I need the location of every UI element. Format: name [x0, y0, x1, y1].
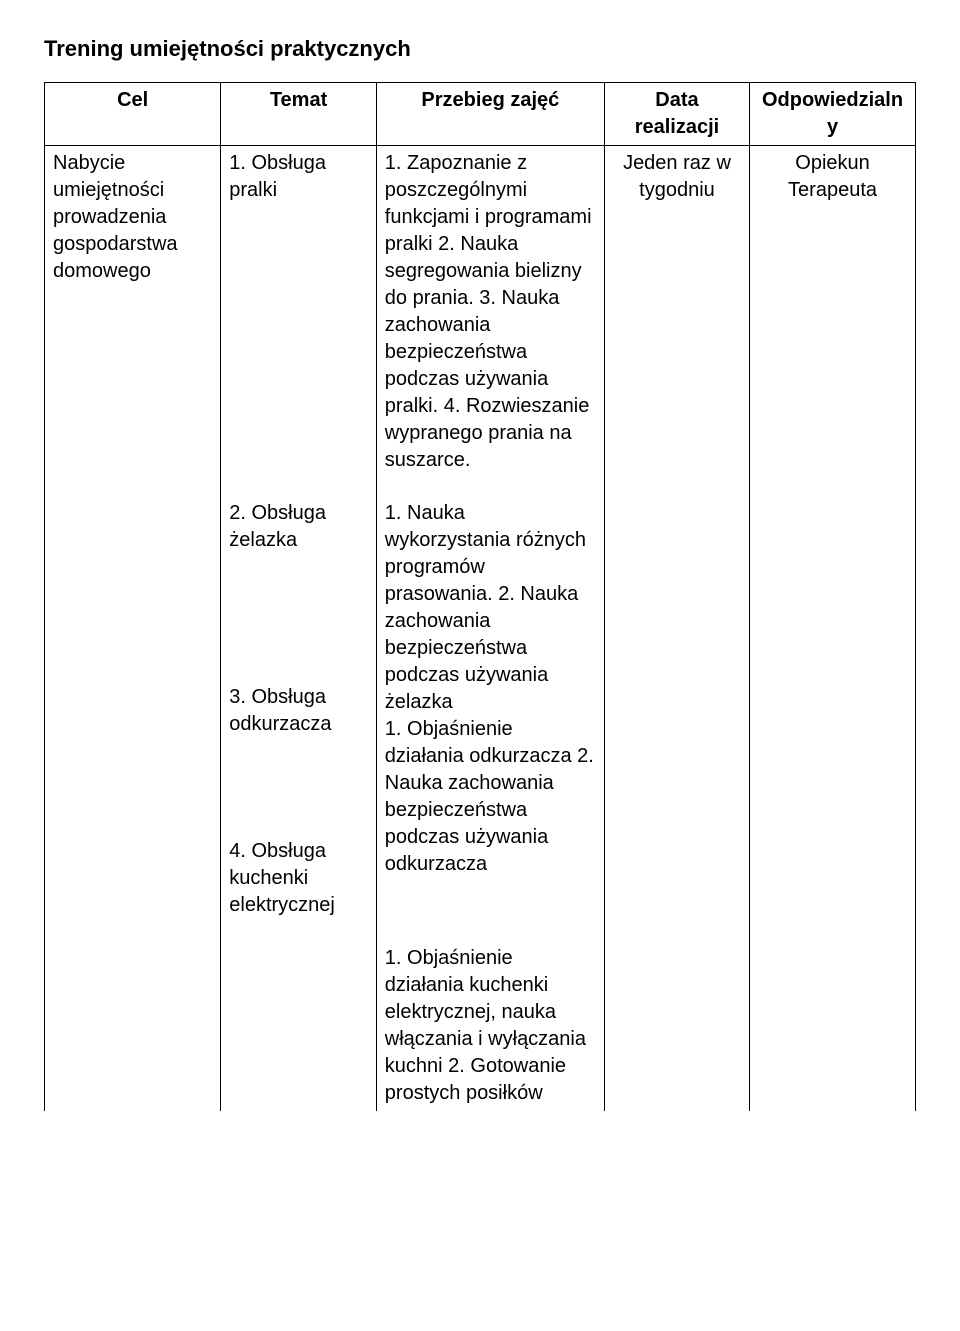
przebieg-2a: 1. Nauka wykorzystania różnych programów…	[385, 500, 596, 716]
temat-2a: 2. Obsługa żelazka	[229, 500, 368, 554]
page-title: Trening umiejętności praktycznych	[44, 36, 916, 62]
cell-odp: Opiekun Terapeuta	[750, 146, 916, 1112]
header-data: Data realizacji	[604, 83, 749, 146]
cell-temat-2: 2. Obsługa żelazka 3. Obsługa odkurzacza…	[221, 478, 377, 923]
przebieg-2b: 1. Objaśnienie działania odkurzacza 2. N…	[385, 716, 596, 878]
header-cel: Cel	[45, 83, 221, 146]
cell-przebieg-2: 1. Nauka wykorzystania różnych programów…	[376, 478, 604, 923]
header-temat: Temat	[221, 83, 377, 146]
cell-temat-1: 1. Obsługa pralki	[221, 146, 377, 479]
cell-przebieg-1: 1. Zapoznanie z poszczególnymi funkcjami…	[376, 146, 604, 479]
cell-cel: Nabycie umiejętności prowadzenia gospoda…	[45, 146, 221, 1112]
przebieg-3: 1. Objaśnienie działania kuchenki elektr…	[385, 945, 596, 1107]
header-odp: Odpowiedzialny	[750, 83, 916, 146]
temat-2c: 4. Obsługa kuchenki elektrycznej	[229, 838, 368, 919]
header-przebieg: Przebieg zajęć	[376, 83, 604, 146]
cell-data: Jeden raz w tygodniu	[604, 146, 749, 1112]
cell-przebieg-3: 1. Objaśnienie działania kuchenki elektr…	[376, 923, 604, 1111]
header-row: Cel Temat Przebieg zajęć Data realizacji…	[45, 83, 916, 146]
skills-table: Cel Temat Przebieg zajęć Data realizacji…	[44, 82, 916, 1111]
table-row: Nabycie umiejętności prowadzenia gospoda…	[45, 146, 916, 479]
temat-2b: 3. Obsługa odkurzacza	[229, 684, 368, 738]
